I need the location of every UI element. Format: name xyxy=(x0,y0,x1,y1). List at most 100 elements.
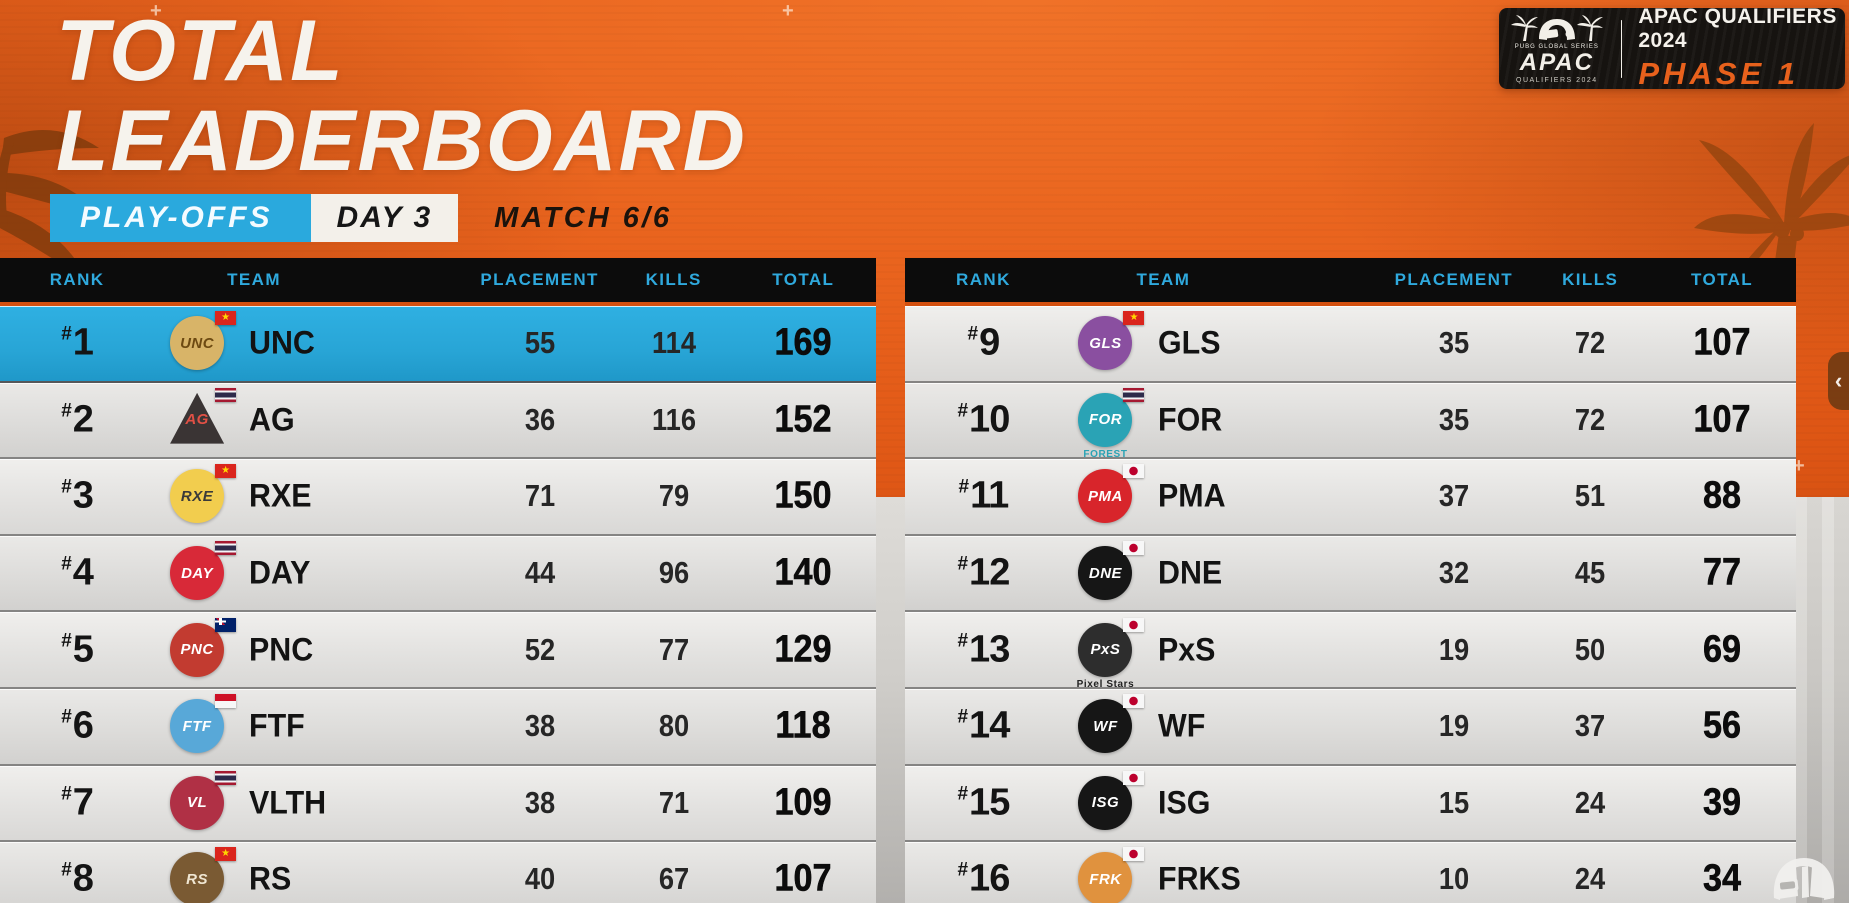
placement-cell: 10 xyxy=(1438,861,1470,897)
kills-cell: 45 xyxy=(1574,555,1606,591)
rank-hash: # xyxy=(957,400,969,422)
team-logo-monogram: UNC xyxy=(180,334,215,352)
placement-cell: 40 xyxy=(524,861,555,897)
kills-cell: 80 xyxy=(658,708,689,744)
team-name-cell: PMA xyxy=(1158,477,1226,514)
total-cell: 39 xyxy=(1703,781,1742,824)
rank-hash: # xyxy=(61,323,72,345)
pubg-helmet-watermark xyxy=(1773,858,1835,900)
jp-flag-icon xyxy=(1123,617,1145,632)
kills-cell: 37 xyxy=(1574,708,1606,744)
badge-divider xyxy=(1620,19,1623,78)
placement-cell: 44 xyxy=(524,555,555,591)
table-header: RANK TEAM PLACEMENT KILLS TOTAL xyxy=(905,258,1796,302)
leaderboard-right: RANK TEAM PLACEMENT KILLS TOTAL #9 GLS ★ GLS 35 72… xyxy=(905,258,1796,903)
team-logo-caption: Pixel Stars xyxy=(1076,678,1135,690)
placement-cell: 19 xyxy=(1438,708,1470,744)
team-name-cell: VLTH xyxy=(248,784,326,821)
team-logo-mark: RXE xyxy=(170,469,225,524)
rank-number: 10 xyxy=(969,398,1010,441)
placement-cell: 36 xyxy=(524,401,555,437)
day-badge: DAY 3 xyxy=(310,194,459,242)
rank-hash: # xyxy=(957,630,969,652)
total-cell: 77 xyxy=(1703,551,1742,594)
total-cell: 69 xyxy=(1703,628,1742,671)
rank-number: 3 xyxy=(72,474,94,517)
team-logo-monogram: DAY xyxy=(181,564,214,582)
kills-cell: 77 xyxy=(658,631,689,667)
leaderboard-row: #12 DNE DNE 32 45 77 xyxy=(905,535,1796,613)
team-name-cell: UNC xyxy=(248,324,315,361)
team-logo-monogram: FRK xyxy=(1089,870,1122,888)
rank-number: 14 xyxy=(969,704,1010,747)
team-logo-mark: DNE xyxy=(1078,546,1133,601)
leaderboard-row: #1 UNC ★ UNC 55 114 169 xyxy=(0,306,876,383)
column-header-kills: KILLS xyxy=(645,270,702,289)
kills-cell: 72 xyxy=(1574,325,1606,361)
rank-cell: #5 xyxy=(61,628,94,671)
rank-cell: #15 xyxy=(957,781,1010,824)
id-flag-icon xyxy=(215,694,237,709)
rank-number: 6 xyxy=(72,704,94,747)
total-cell: 140 xyxy=(774,551,832,594)
team-logo-caption: FOREST xyxy=(1083,448,1128,460)
team-logo-mark: ISG xyxy=(1078,775,1133,830)
table-body: #1 UNC ★ UNC 55 114 169 #2 AG AG 36 116 152 #3 RXE ★ RXE… xyxy=(0,306,876,903)
rank-number: 15 xyxy=(969,781,1010,824)
team-name-cell: AG xyxy=(248,401,295,438)
team-logo: AG xyxy=(170,387,237,447)
kills-cell: 72 xyxy=(1574,401,1606,437)
total-cell: 34 xyxy=(1703,857,1742,901)
rank-hash: # xyxy=(967,323,979,345)
sparkle-decoration: + xyxy=(150,0,162,22)
page-title: TOTAL LEADERBOARD xyxy=(56,6,747,186)
column-header-team: TEAM xyxy=(227,270,281,289)
team-logo-mark: PxS xyxy=(1078,622,1133,677)
placement-cell: 52 xyxy=(524,631,555,667)
total-cell: 118 xyxy=(775,704,831,747)
th-flag-icon xyxy=(1123,387,1145,402)
team-name-cell: FTF xyxy=(248,707,305,744)
total-cell: 56 xyxy=(1703,704,1742,747)
team-logo: FRK xyxy=(1078,847,1145,903)
rank-cell: #8 xyxy=(61,857,94,901)
kills-cell: 67 xyxy=(658,861,689,897)
collapse-chevron-tab[interactable]: ‹ xyxy=(1828,352,1849,410)
rank-number: 8 xyxy=(72,857,94,900)
kills-cell: 116 xyxy=(651,401,696,437)
team-logo: UNC ★ xyxy=(170,311,237,371)
sparkle-decoration: + xyxy=(782,0,794,22)
team-name-cell: WF xyxy=(1158,707,1206,744)
team-logo: WF xyxy=(1078,694,1145,754)
logo-main-text: APAC xyxy=(1519,49,1594,76)
placement-cell: 35 xyxy=(1438,325,1470,361)
header-accent-bar xyxy=(0,302,876,306)
team-name-cell: RS xyxy=(248,860,292,897)
rank-cell: #7 xyxy=(61,781,94,824)
team-name-cell: FOR xyxy=(1158,401,1223,438)
team-logo-monogram: AG xyxy=(185,411,209,429)
team-logo-mark: PNC xyxy=(170,622,225,677)
team-name-cell: DAY xyxy=(248,554,311,591)
team-logo-monogram: RXE xyxy=(180,487,214,505)
team-logo: VL xyxy=(170,770,237,830)
total-cell: 150 xyxy=(774,474,832,518)
stage-badge: PLAY-OFFS xyxy=(50,194,311,242)
team-logo-mark: UNC xyxy=(170,316,225,371)
leaderboard-row: #6 FTF FTF 38 80 118 xyxy=(0,688,876,766)
jp-flag-icon xyxy=(1123,770,1145,785)
placement-cell: 35 xyxy=(1438,401,1470,437)
team-logo-monogram: FOR xyxy=(1088,411,1123,429)
chevron-left-icon: ‹ xyxy=(1834,368,1843,393)
rank-cell: #2 xyxy=(61,398,94,441)
team-logo: FTF xyxy=(170,694,237,754)
team-logo-monogram: RS xyxy=(186,870,209,888)
team-logo-mark: RS xyxy=(170,852,225,903)
team-logo-monogram: PxS xyxy=(1090,641,1121,659)
leaderboard-row: #14 WF WF 19 37 56 xyxy=(905,688,1796,766)
column-header-rank: RANK xyxy=(49,270,105,289)
rank-number: 5 xyxy=(72,628,94,671)
rank-hash: # xyxy=(957,783,969,805)
kills-cell: 24 xyxy=(1574,861,1606,897)
rank-hash: # xyxy=(61,630,72,652)
